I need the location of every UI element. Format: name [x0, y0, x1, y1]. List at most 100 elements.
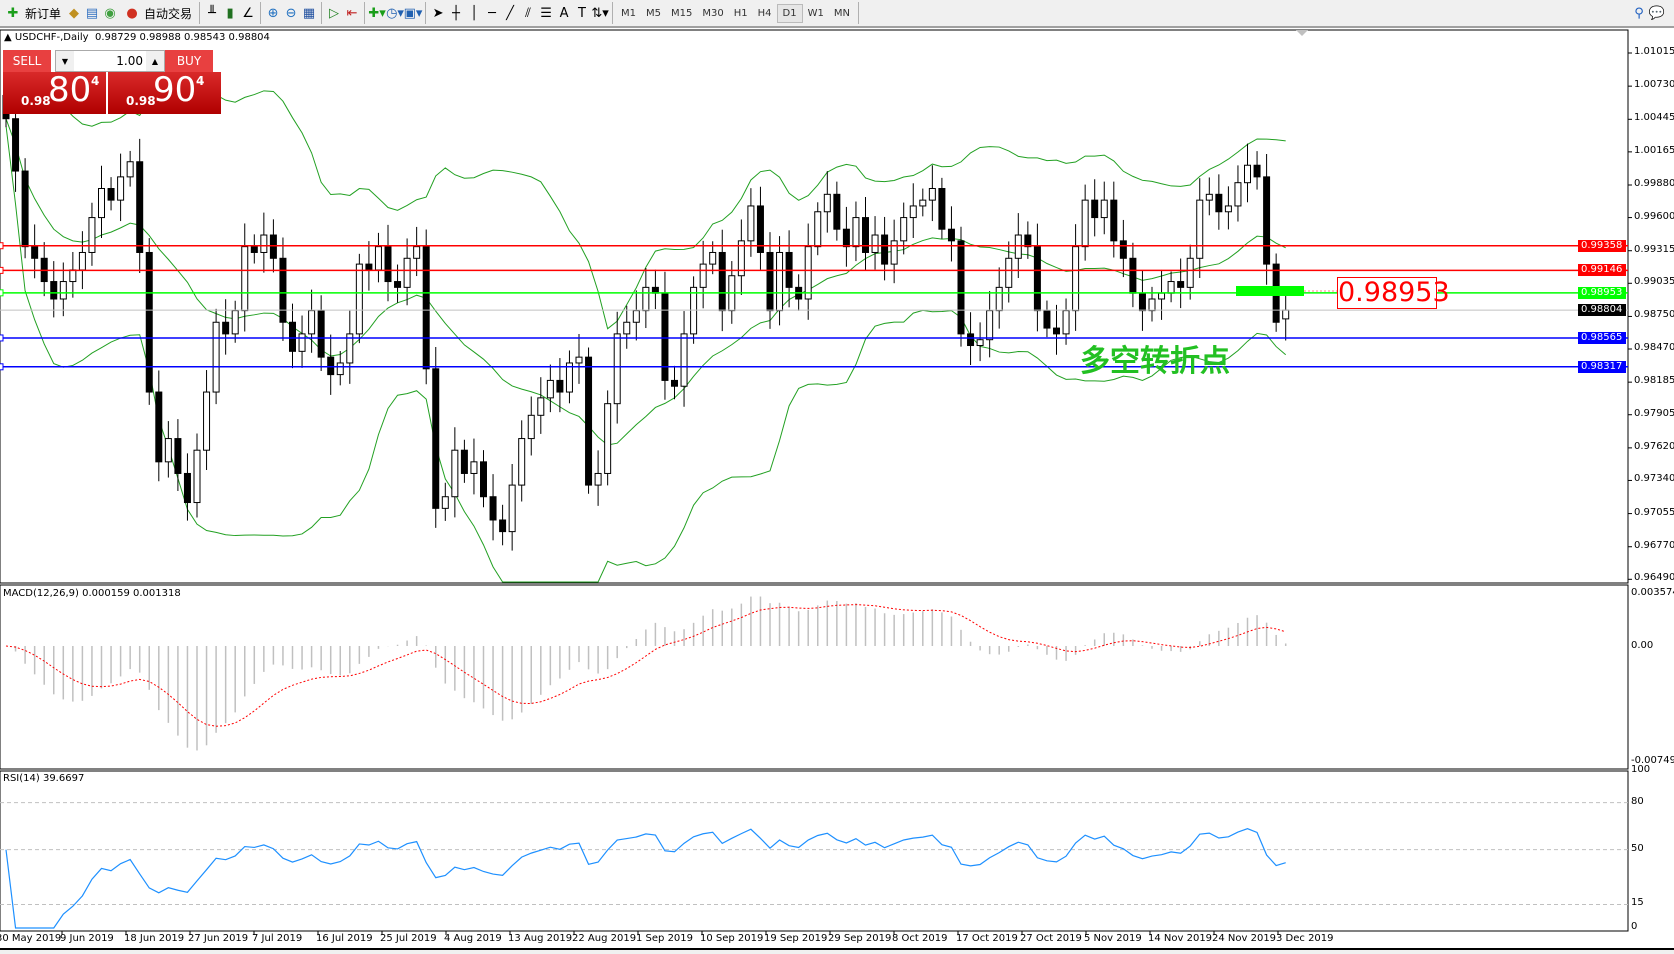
candle-body	[1110, 199, 1118, 242]
candle-body	[976, 339, 984, 347]
fibonacci-icon[interactable]: ☰	[540, 5, 552, 21]
search-icon[interactable]: ⚲	[1634, 5, 1644, 21]
candle-body	[1062, 310, 1070, 335]
candle-body	[1148, 298, 1156, 312]
candle-body	[183, 472, 191, 504]
chart-header: ▲ USDCHF-,Daily 0.98729 0.98988 0.98543 …	[4, 32, 270, 43]
zoom-out-icon[interactable]: ⊖	[285, 5, 297, 21]
timeframe-m1[interactable]: M1	[621, 7, 637, 19]
annotation-text[interactable]: 多空转折点	[1080, 344, 1230, 379]
arrows-icon[interactable]: ⇅▾	[591, 5, 609, 21]
candle-body	[1024, 234, 1032, 248]
candle-body	[279, 257, 287, 323]
horizontal-line-icon[interactable]: ─	[488, 5, 496, 21]
candle-body	[900, 217, 908, 242]
candle-body	[881, 234, 889, 265]
crosshair-icon[interactable]: ┼	[452, 5, 460, 21]
candle-body	[747, 205, 755, 242]
candle-body	[585, 356, 593, 486]
timeframe-h4[interactable]: H4	[757, 7, 772, 19]
chart-shift-icon[interactable]: ⇤	[346, 5, 358, 21]
indicators-icon[interactable]: ✚▾	[368, 5, 386, 21]
buy-button[interactable]: BUY	[165, 50, 213, 72]
auto-trading-button[interactable]: ● 自动交易	[119, 1, 196, 25]
price-tag: 0.98317	[1578, 360, 1626, 373]
date-axis-label: 19 Sep 2019	[764, 933, 828, 944]
date-axis-label: 27 Jun 2019	[188, 933, 249, 944]
price-axis-label: 0.97620	[1634, 440, 1674, 452]
date-axis-label: 1 Sep 2019	[636, 933, 694, 944]
date-axis-label: 10 Sep 2019	[700, 933, 764, 944]
timeframe-m5[interactable]: M5	[646, 7, 662, 19]
annotation-price-label[interactable]: 0.98953	[1337, 277, 1450, 309]
sell-price[interactable]: 0.98 80 4	[3, 70, 106, 114]
candle-body	[489, 496, 497, 521]
trendline-icon[interactable]: ╱	[506, 5, 514, 21]
signals-icon[interactable]: ◉	[104, 5, 116, 21]
candle-body	[1091, 199, 1099, 219]
timeframe-m15[interactable]: M15	[671, 7, 693, 19]
candle-body	[986, 310, 994, 341]
line-chart-icon[interactable]: ∠	[242, 5, 254, 21]
equidistant-channel-icon[interactable]: ⫽	[525, 5, 531, 21]
candle-body	[384, 246, 392, 283]
status-bar	[0, 948, 1674, 954]
lot-decrease-icon[interactable]: ▼	[61, 56, 69, 66]
periods-icon[interactable]: ◷▾	[386, 5, 404, 21]
candle-body	[604, 403, 612, 474]
symbol-label: USDCHF-,Daily	[14, 32, 89, 43]
vertical-line-icon[interactable]: │	[470, 5, 478, 21]
lot-size-input[interactable]: 1.00	[74, 51, 146, 71]
candle-body	[250, 246, 258, 253]
tile-windows-icon[interactable]: ▦	[302, 5, 316, 21]
sell-button[interactable]: SELL	[3, 50, 51, 72]
date-axis-label: 8 Oct 2019	[892, 933, 948, 944]
candle-body	[1253, 164, 1261, 178]
chat-icon[interactable]: 💬	[1648, 5, 1666, 21]
lot-size-stepper[interactable]: ▼ 1.00 ▲	[55, 50, 165, 72]
rsi-line	[5, 828, 1286, 929]
candle-body	[737, 240, 745, 277]
candle-body	[967, 333, 975, 347]
candle-body	[193, 449, 201, 504]
market-watch-icon[interactable]: ◆	[69, 5, 80, 21]
date-axis-label: 5 Nov 2019	[1084, 933, 1142, 944]
candle-body	[756, 205, 764, 253]
candle-body	[1014, 234, 1022, 259]
timeframe-m30[interactable]: M30	[702, 7, 724, 19]
price-tag: 0.98565	[1578, 331, 1626, 344]
bar-chart-icon[interactable]: ╨	[208, 5, 216, 21]
auto-trading-icon: ●	[126, 5, 138, 21]
price-axis-label: 0.98185	[1634, 375, 1674, 387]
candle-body	[241, 246, 249, 312]
candle-body	[623, 321, 631, 335]
templates-icon[interactable]: ▣▾	[403, 5, 423, 21]
candle-body	[1234, 182, 1242, 207]
timeframe-d1[interactable]: D1	[776, 3, 803, 23]
text-icon[interactable]: A	[559, 5, 569, 21]
candle-body	[480, 461, 487, 498]
lot-increase-icon[interactable]: ▲	[151, 56, 159, 66]
candle-body	[518, 438, 526, 486]
candle-body	[508, 484, 516, 533]
cursor-icon[interactable]: ➤	[432, 5, 444, 21]
candle-body	[59, 281, 67, 300]
navigator-icon[interactable]: ▤	[85, 5, 99, 21]
new-order-button[interactable]: ✚ 新订单	[0, 1, 65, 25]
separator	[857, 2, 859, 24]
candlestick-icon[interactable]: ▮	[226, 5, 234, 21]
date-axis-label: 13 Aug 2019	[508, 933, 573, 944]
price-axis-label: 0.98750	[1634, 309, 1674, 321]
line-handle	[0, 266, 4, 274]
autoscroll-icon[interactable]: ▷	[329, 5, 340, 21]
timeframe-mn[interactable]: MN	[833, 7, 850, 19]
candle-body	[69, 269, 77, 283]
buy-price[interactable]: 0.98 90 4	[108, 70, 221, 114]
text-label-icon[interactable]: T	[578, 5, 586, 21]
date-axis-label: 17 Oct 2019	[956, 933, 1018, 944]
candle-body	[814, 211, 822, 248]
timeframe-w1[interactable]: W1	[807, 7, 824, 19]
timeframe-h1[interactable]: H1	[733, 7, 748, 19]
zoom-in-icon[interactable]: ⊕	[267, 5, 279, 21]
